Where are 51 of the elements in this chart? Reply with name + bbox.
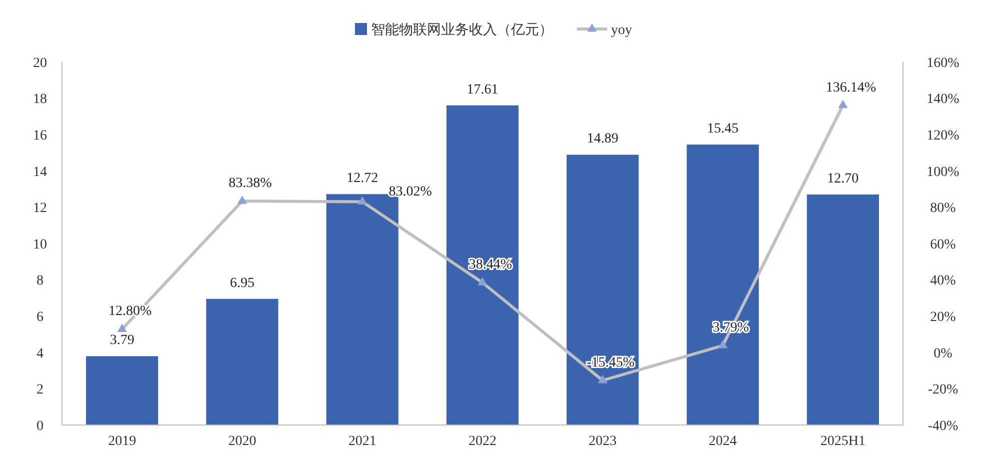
y-tick-label: 18 xyxy=(33,92,47,108)
y-tick-label: 20 xyxy=(33,56,47,71)
data-label: 14.89 xyxy=(586,132,618,147)
y-tick-label: 8 xyxy=(36,274,44,289)
x-tick-label: 2019 xyxy=(108,434,136,449)
y2-tick-label: 80% xyxy=(930,201,956,216)
y-tick-label: 6 xyxy=(36,310,44,325)
y2-tick-label: 100% xyxy=(926,164,960,180)
y2-tick-label: 20% xyxy=(930,310,956,325)
data-label: 38.44% xyxy=(468,258,512,273)
y2-tick-label: 140% xyxy=(926,92,960,108)
data-label: 12.72 xyxy=(346,171,378,186)
data-label: -15.45% xyxy=(586,355,635,370)
bar xyxy=(686,144,759,425)
bar xyxy=(326,194,398,425)
legend-label: 智能物联网业务收入（亿元） xyxy=(371,22,553,38)
bar xyxy=(446,105,519,425)
y2-tick-label: 40% xyxy=(930,274,956,289)
y-tick-label: 4 xyxy=(36,346,44,362)
y-tick-label: 2 xyxy=(36,382,44,398)
legend-label: yoy xyxy=(611,22,632,38)
bar xyxy=(86,356,158,425)
x-tick-label: 2024 xyxy=(708,434,737,449)
y-tick-label: 10 xyxy=(33,237,47,252)
data-label: 12.80% xyxy=(108,304,152,320)
y-tick-label: 0 xyxy=(36,418,44,434)
x-tick-label: 2023 xyxy=(588,434,617,449)
y-tick-label: 12 xyxy=(33,201,47,216)
x-tick-label: 2021 xyxy=(348,434,376,449)
y2-tick-label: -40% xyxy=(928,418,958,434)
y2-tick-label: 160% xyxy=(926,56,960,71)
y2-tick-label: 0% xyxy=(934,346,953,362)
data-label: 12.70 xyxy=(827,171,859,186)
x-tick-label: 2022 xyxy=(468,434,496,449)
data-label: 83.02% xyxy=(388,184,432,200)
bar xyxy=(806,194,879,425)
bar xyxy=(566,154,639,425)
y-tick-label: 16 xyxy=(33,128,47,144)
y-tick-label: 14 xyxy=(33,164,47,180)
x-tick-label: 2020 xyxy=(228,434,256,449)
y2-tick-label: 120% xyxy=(926,128,960,144)
bar xyxy=(206,298,278,425)
y2-tick-label: -20% xyxy=(928,382,958,398)
data-label: 6.95 xyxy=(230,276,254,291)
data-label: 83.38% xyxy=(228,176,272,192)
data-label: 3.79 xyxy=(110,333,134,348)
data-label: 136.14% xyxy=(826,80,876,96)
x-tick-label: 2025H1 xyxy=(820,434,866,449)
data-label: 15.45 xyxy=(707,122,739,137)
data-label: 17.61 xyxy=(466,82,498,98)
y2-tick-label: 60% xyxy=(930,237,956,252)
